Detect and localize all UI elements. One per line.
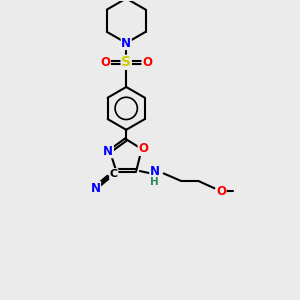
Text: N: N [103, 145, 113, 158]
Text: O: O [216, 185, 226, 198]
Text: N: N [150, 166, 160, 178]
Text: S: S [121, 55, 131, 69]
Text: N: N [91, 182, 100, 195]
Text: O: O [142, 56, 152, 69]
Text: H: H [150, 177, 159, 187]
Text: O: O [138, 142, 148, 155]
Text: N: N [121, 37, 131, 50]
Text: C: C [110, 169, 118, 179]
Text: O: O [100, 56, 110, 69]
